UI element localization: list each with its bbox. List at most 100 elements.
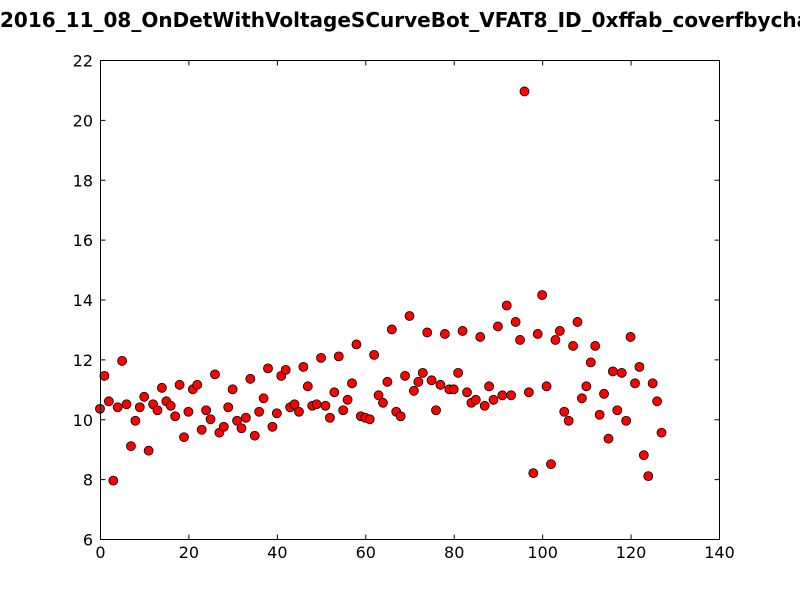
data-point	[417, 367, 428, 378]
data-point	[630, 378, 640, 389]
data-point	[594, 409, 605, 420]
data-point	[223, 402, 234, 413]
data-point	[232, 415, 242, 426]
data-point	[612, 405, 623, 416]
data-point	[550, 335, 561, 345]
y-tick-label: 10	[73, 411, 93, 430]
data-point	[298, 361, 309, 372]
data-point	[121, 399, 132, 410]
x-tick-label: 60	[356, 543, 376, 562]
data-point	[510, 317, 521, 327]
data-point	[241, 412, 251, 423]
data-point	[294, 406, 304, 417]
data-point	[439, 329, 450, 339]
data-point	[422, 327, 433, 338]
data-point	[117, 355, 128, 366]
data-point	[519, 86, 530, 97]
data-point	[152, 405, 163, 416]
data-point	[643, 471, 654, 482]
data-point	[351, 339, 362, 350]
data-point	[139, 391, 150, 402]
data-point	[108, 475, 119, 486]
x-tick-label: 80	[444, 543, 464, 562]
data-point	[236, 423, 247, 434]
data-point	[603, 433, 614, 444]
data-point	[404, 311, 415, 321]
data-point	[599, 388, 609, 399]
data-point	[143, 445, 154, 456]
data-point	[585, 357, 596, 368]
data-point	[400, 370, 410, 381]
data-point	[289, 399, 300, 410]
data-point	[156, 382, 167, 393]
data-point	[165, 400, 176, 411]
data-point	[546, 459, 556, 470]
data-point	[435, 379, 446, 390]
data-point	[179, 432, 189, 443]
data-point	[218, 421, 229, 432]
data-point	[581, 381, 592, 392]
data-point	[126, 441, 136, 452]
y-tick-label: 20	[73, 111, 93, 130]
data-point	[254, 406, 265, 417]
data-point	[634, 361, 645, 372]
ticks-layer: 0 20 40 60 80 100 120 140 6 8 10 12 14 16 18 20 22	[73, 52, 735, 563]
data-point	[271, 408, 282, 419]
data-point	[263, 363, 273, 374]
data-point	[210, 369, 220, 380]
data-point	[302, 381, 313, 392]
data-point	[409, 385, 419, 396]
data-point	[333, 351, 344, 362]
data-point	[192, 379, 203, 390]
data-point	[267, 421, 278, 432]
data-point	[554, 326, 565, 336]
data-point	[501, 300, 512, 311]
data-point	[170, 411, 181, 422]
data-point	[245, 373, 256, 384]
data-point	[457, 326, 468, 336]
data-point	[249, 430, 260, 441]
points-layer	[95, 86, 667, 486]
data-point	[625, 332, 636, 342]
plot-frame	[100, 60, 720, 540]
data-point	[559, 406, 570, 417]
data-point	[621, 415, 632, 426]
x-tick-label: 120	[616, 543, 647, 562]
data-point	[134, 402, 145, 413]
x-tick-label: 140	[704, 543, 735, 562]
data-point	[130, 415, 141, 426]
x-tick-label: 0	[95, 543, 105, 562]
data-point	[616, 367, 627, 378]
data-point	[280, 364, 291, 375]
data-point	[373, 390, 384, 401]
data-point	[448, 384, 459, 395]
data-point	[470, 394, 481, 405]
data-point	[395, 411, 406, 422]
data-point	[577, 393, 587, 404]
y-tick-label: 22	[73, 52, 93, 71]
data-point	[453, 367, 464, 378]
data-point	[652, 396, 662, 407]
data-point	[497, 390, 508, 401]
data-point	[369, 349, 380, 360]
data-point	[329, 387, 340, 398]
x-tick-label: 20	[179, 543, 199, 562]
data-point	[431, 405, 441, 416]
data-point	[523, 387, 534, 398]
data-point	[568, 341, 578, 351]
data-point	[347, 378, 357, 389]
data-point	[320, 400, 331, 411]
data-point	[325, 412, 335, 423]
data-point	[426, 375, 437, 386]
data-point	[99, 370, 110, 381]
data-point	[201, 405, 212, 416]
data-point	[382, 376, 393, 387]
data-point	[386, 324, 397, 335]
data-point	[515, 335, 525, 345]
y-tick-label: 8	[83, 471, 93, 490]
data-point	[311, 399, 322, 410]
chart-title: 2016_11_08_OnDetWithVoltageSCurveBot_VFA…	[0, 8, 800, 32]
data-point	[484, 381, 494, 392]
x-tick-label: 40	[267, 543, 287, 562]
